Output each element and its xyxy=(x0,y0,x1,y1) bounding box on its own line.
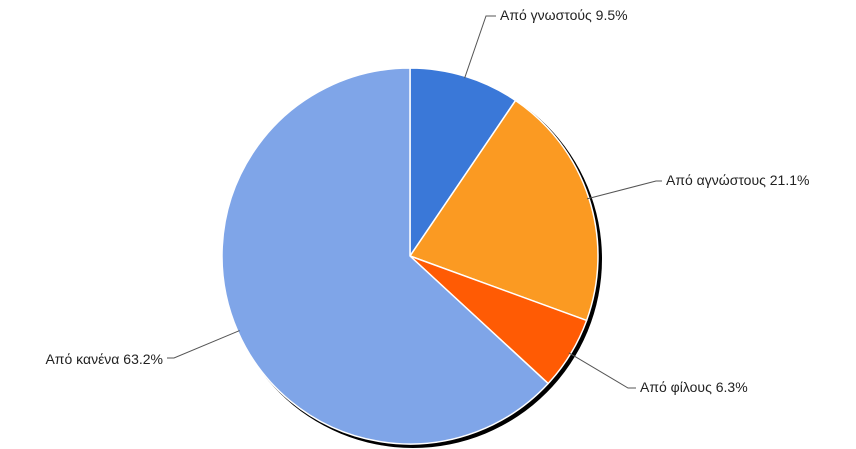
leader-line-1 xyxy=(464,15,496,79)
pie-slices xyxy=(221,67,599,445)
slice-label-4: Από κανένα 63.2% xyxy=(45,351,163,367)
slice-label-3: Από φίλους 6.3% xyxy=(640,379,748,395)
leader-line-4 xyxy=(167,330,240,359)
slice-label-2: Από αγνώστους 21.1% xyxy=(666,172,809,188)
leader-line-2 xyxy=(586,180,662,200)
leader-lines xyxy=(167,15,662,389)
slice-label-1: Από γνωστούς 9.5% xyxy=(500,7,628,23)
slice-labels: Από γνωστούς 9.5% Από αγνώστους 21.1% Από … xyxy=(45,7,809,395)
leader-line-3 xyxy=(568,352,636,389)
